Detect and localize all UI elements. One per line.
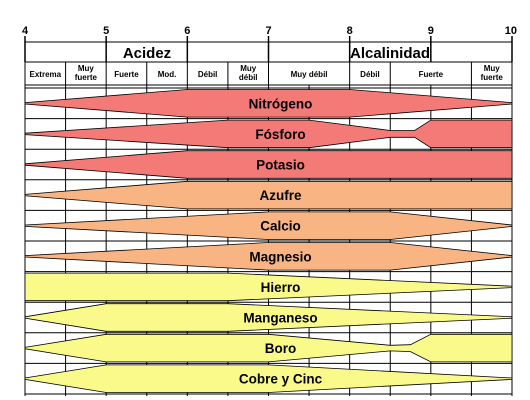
nutrient-band — [24, 180, 513, 210]
tick-label: 10 — [505, 25, 517, 37]
nutrient-label: Manganeso — [243, 311, 317, 326]
sub-label: Muy débil — [291, 70, 328, 79]
nutrient-label: Magnesio — [249, 249, 311, 264]
tick-label: 4 — [22, 25, 29, 37]
nutrient-band — [24, 333, 513, 363]
nutrient-band — [24, 364, 513, 393]
nutrient-band — [24, 272, 513, 302]
nutrient-label: Boro — [265, 341, 297, 356]
nutrient-band — [24, 303, 513, 332]
sub-label: Muy fuerte — [75, 64, 98, 82]
sub-label: Extrema — [30, 70, 62, 79]
nutrient-band — [24, 150, 513, 179]
alkaline-label: Alcalinidad — [350, 45, 430, 62]
nutrient-label: Cobre y Cinc — [239, 372, 323, 387]
nutrient-bands — [24, 89, 513, 393]
nutrient-band — [24, 119, 513, 149]
nutrient-label: Fósforo — [255, 127, 305, 142]
sub-label: Débil — [360, 70, 380, 79]
sub-label: Muy fuerte — [481, 64, 504, 82]
tick-label: 5 — [103, 25, 109, 37]
nutrient-label: Nitrógeno — [249, 96, 313, 111]
sub-label: Débil — [198, 70, 218, 79]
tick-label: 8 — [347, 25, 353, 37]
tick-label: 9 — [428, 25, 434, 37]
nutrient-label: Potasio — [256, 158, 305, 173]
nutrient-label: Hierro — [261, 280, 301, 295]
nutrient-band — [24, 242, 513, 271]
nutrient-band — [24, 211, 513, 240]
acid-label: Acidez — [123, 45, 171, 62]
sub-label: Fuerte — [114, 70, 139, 79]
nutrient-label: Azufre — [259, 188, 301, 203]
tick-label: 7 — [265, 25, 271, 37]
nutrient-label: Calcio — [260, 219, 301, 234]
nutrient-labels: Nitrógeno Fósforo Potasio Azufre Calcio Magne… — [239, 96, 323, 386]
sub-label: Mod. — [158, 70, 177, 79]
ph-scale-header: Acidez Alcalinidad 4 5 6 7 8 9 10 Extrema Muy fue… — [22, 25, 517, 85]
nutrient-band — [24, 89, 513, 118]
sub-label: Muy débil — [239, 64, 258, 82]
tick-label: 6 — [184, 25, 190, 37]
sub-label: Fuerte — [419, 70, 444, 79]
